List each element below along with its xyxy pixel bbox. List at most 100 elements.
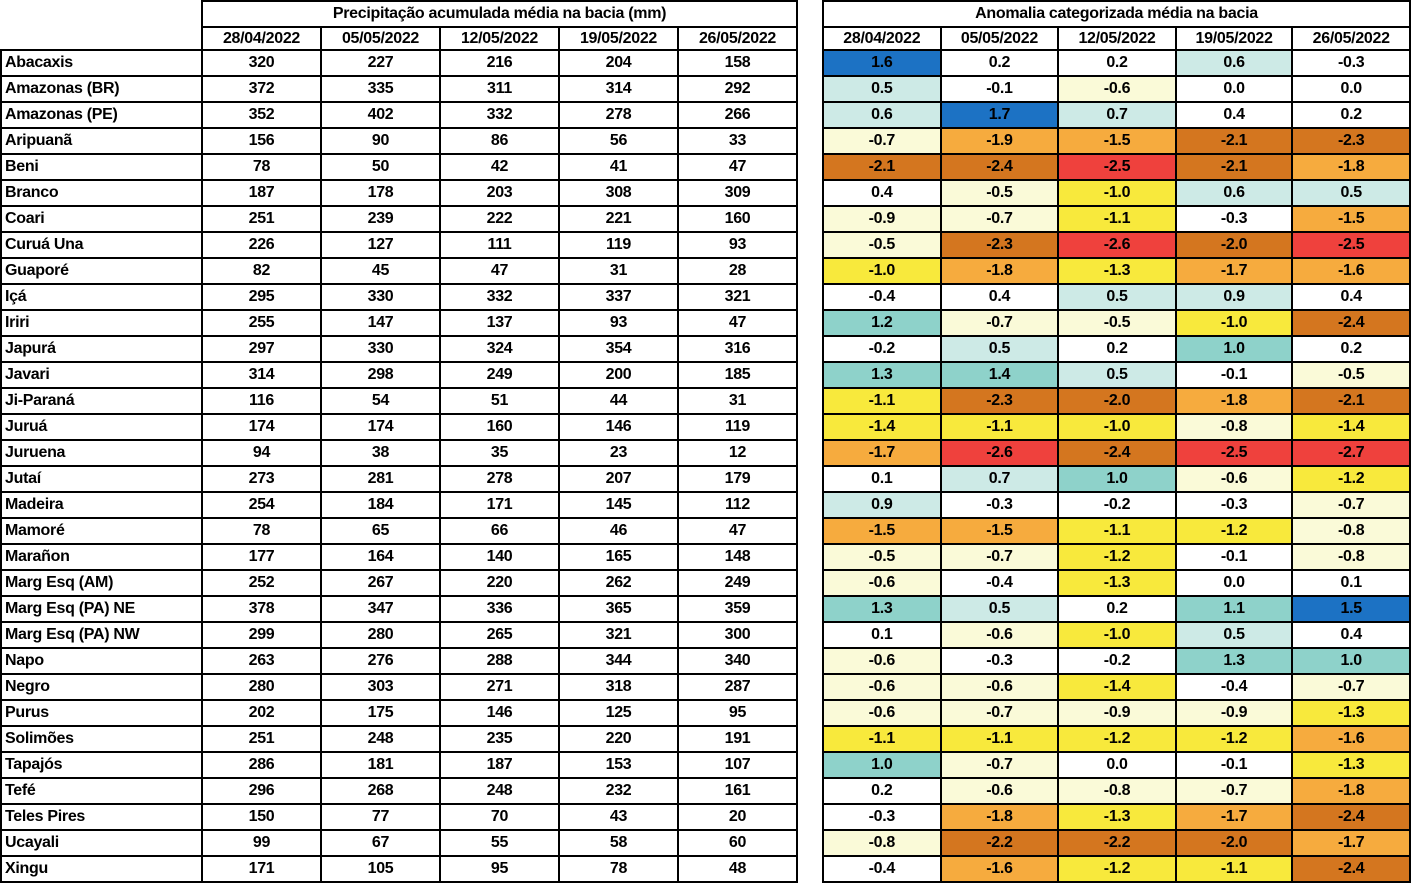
precip-value-cell: 185 (677, 361, 798, 389)
precip-table-row: Ucayali 99 67 55 58 60 (0, 829, 798, 857)
precip-table-row: Branco 187 178 203 308 309 (0, 179, 798, 207)
basin-label: Javari (0, 361, 203, 389)
anomaly-value-cell: -1.5 (1291, 205, 1411, 233)
precip-value-cell: 287 (677, 673, 798, 701)
anomaly-value-cell: -2.1 (1174, 153, 1294, 181)
precip-value-cell: 297 (201, 335, 322, 363)
precip-table-row: Purus 202 175 146 125 95 (0, 699, 798, 727)
basin-label: Japurá (0, 335, 203, 363)
precip-value-cell: 298 (320, 361, 441, 389)
precip-value-cell: 127 (320, 231, 441, 259)
precip-value-cell: 332 (439, 101, 560, 129)
date-column-header: 28/04/2022 (201, 26, 322, 51)
precip-value-cell: 286 (201, 751, 322, 779)
precip-value-cell: 352 (201, 101, 322, 129)
precip-value-cell: 251 (201, 725, 322, 753)
precip-value-cell: 65 (320, 517, 441, 545)
precip-table-row: Japurá 297 330 324 354 316 (0, 335, 798, 363)
precip-table-row: Guaporé 82 45 47 31 28 (0, 257, 798, 285)
anomaly-value-cell: -0.4 (1174, 673, 1294, 701)
precip-value-cell: 278 (558, 101, 679, 129)
anomaly-value-cell: -0.6 (1174, 465, 1294, 493)
anomaly-value-cell: -1.7 (1174, 257, 1294, 285)
anomaly-table-row: 0.5 -0.1 -0.6 0.0 0.0 (822, 75, 1411, 103)
anomaly-value-cell: -0.1 (939, 75, 1060, 103)
precip-value-cell: 147 (320, 309, 441, 337)
anomaly-value-cell: -1.7 (1291, 829, 1411, 857)
anomaly-value-cell: -1.8 (1174, 387, 1294, 415)
precip-value-cell: 320 (201, 49, 322, 77)
precip-value-cell: 372 (201, 75, 322, 103)
precip-value-cell: 67 (320, 829, 441, 857)
anomaly-value-cell: 0.2 (1291, 101, 1411, 129)
precip-value-cell: 48 (677, 855, 798, 883)
anomaly-value-cell: -0.8 (1291, 517, 1411, 545)
anomaly-value-cell: 0.5 (822, 75, 942, 103)
anomaly-table-row: -1.1 -1.1 -1.2 -1.2 -1.6 (822, 725, 1411, 753)
precip-value-cell: 45 (320, 257, 441, 285)
anomaly-table-row: -1.1 -2.3 -2.0 -1.8 -2.1 (822, 387, 1411, 415)
precip-value-cell: 252 (201, 569, 322, 597)
anomaly-value-cell: -1.1 (1057, 517, 1177, 545)
anomaly-value-cell: -0.8 (1057, 777, 1177, 805)
anomaly-value-cell: -0.7 (1291, 673, 1411, 701)
precip-table-row: Ji-Paraná 116 54 51 44 31 (0, 387, 798, 415)
precip-value-cell: 55 (439, 829, 560, 857)
anomaly-table-row: 1.0 -0.7 0.0 -0.1 -1.3 (822, 751, 1411, 779)
precip-value-cell: 280 (320, 621, 441, 649)
anomaly-table-row: -0.6 -0.6 -1.4 -0.4 -0.7 (822, 673, 1411, 701)
precip-value-cell: 105 (320, 855, 441, 883)
anomaly-value-cell: 1.6 (822, 49, 942, 77)
anomaly-value-cell: 0.5 (1291, 179, 1411, 207)
date-column-header: 26/05/2022 (1291, 26, 1411, 51)
date-column-header: 28/04/2022 (822, 26, 942, 51)
anomaly-value-cell: -2.0 (1057, 387, 1177, 415)
basin-label: Solimões (0, 725, 203, 753)
precip-value-cell: 31 (558, 257, 679, 285)
basin-label: Ucayali (0, 829, 203, 857)
anomaly-value-cell: -1.5 (822, 517, 942, 545)
anomaly-value-cell: -1.6 (1291, 725, 1411, 753)
precip-value-cell: 171 (439, 491, 560, 519)
anomaly-value-cell: 0.0 (1291, 75, 1411, 103)
precip-value-cell: 354 (558, 335, 679, 363)
basin-label: Tefé (0, 777, 203, 805)
anomaly-value-cell: 0.6 (1174, 49, 1294, 77)
anomaly-value-cell: -0.2 (1057, 491, 1177, 519)
precip-value-cell: 309 (677, 179, 798, 207)
precip-value-cell: 112 (677, 491, 798, 519)
anomaly-value-cell: 0.1 (822, 621, 942, 649)
precip-value-cell: 38 (320, 439, 441, 467)
anomaly-table-row: -0.2 0.5 0.2 1.0 0.2 (822, 335, 1411, 363)
precip-value-cell: 266 (677, 101, 798, 129)
precip-value-cell: 300 (677, 621, 798, 649)
anomaly-value-cell: 0.7 (939, 465, 1060, 493)
anomaly-value-cell: 1.0 (822, 751, 942, 779)
precip-value-cell: 222 (439, 205, 560, 233)
anomaly-value-cell: -0.2 (1057, 647, 1177, 675)
precip-value-cell: 164 (320, 543, 441, 571)
precip-value-cell: 249 (439, 361, 560, 389)
date-column-header: 19/05/2022 (558, 26, 679, 51)
precip-value-cell: 220 (558, 725, 679, 753)
precip-value-cell: 273 (201, 465, 322, 493)
anomaly-value-cell: -1.0 (1057, 413, 1177, 441)
anomaly-value-cell: 0.9 (1174, 283, 1294, 311)
anomaly-value-cell: -0.9 (1174, 699, 1294, 727)
anomaly-table-row: -0.9 -0.7 -1.1 -0.3 -1.5 (822, 205, 1411, 233)
precip-value-cell: 268 (320, 777, 441, 805)
basin-label: Branco (0, 179, 203, 207)
anomaly-value-cell: 1.0 (1291, 647, 1411, 675)
anomaly-value-cell: 1.0 (1174, 335, 1294, 363)
anomaly-value-cell: -1.2 (1174, 517, 1294, 545)
anomaly-value-cell: 0.0 (1057, 751, 1177, 779)
anomaly-value-cell: -2.4 (1291, 803, 1411, 831)
precip-value-cell: 281 (320, 465, 441, 493)
precip-value-cell: 280 (201, 673, 322, 701)
anomaly-value-cell: -0.7 (1174, 777, 1294, 805)
anomaly-value-cell: -2.5 (1174, 439, 1294, 467)
precip-value-cell: 94 (201, 439, 322, 467)
anomaly-value-cell: -2.1 (822, 153, 942, 181)
anomaly-value-cell: -0.6 (939, 673, 1060, 701)
